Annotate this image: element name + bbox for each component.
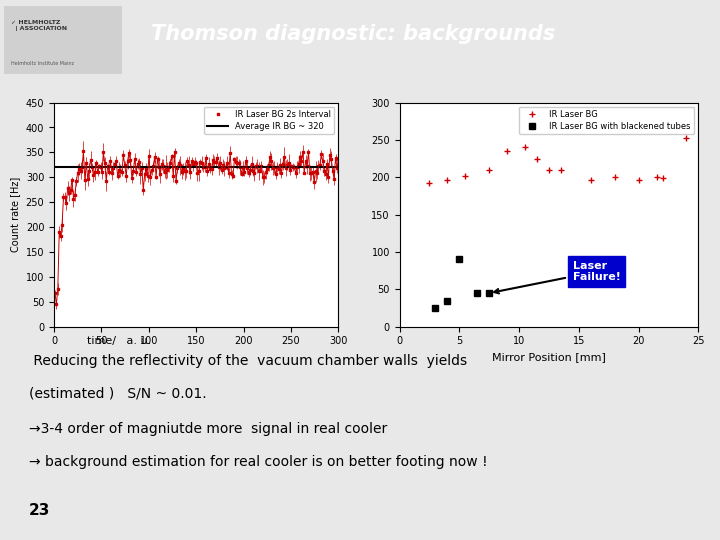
IR Laser BG [611,173,619,180]
IR Laser BG 2s Interval [312,170,321,176]
IR Laser BG 2s Interval [129,167,138,174]
IR Laser BG 2s Interval [69,195,78,202]
Average IR BG ~ 320 [50,164,59,171]
IR Laser BG [557,166,565,173]
IR Laser BG [652,174,661,180]
IR Laser BG [682,135,690,141]
IR Laser BG [533,156,541,162]
Text: Reducing the reflectivity of the  vacuum chamber walls  yields: Reducing the reflectivity of the vacuum … [29,354,467,368]
IR Laser BG [485,166,494,173]
IR Laser BG [521,144,529,151]
IR Laser BG [425,179,433,186]
Text: (estimated )   S/N ~ 0.01.: (estimated ) S/N ~ 0.01. [29,386,207,400]
IR Laser BG [658,175,667,181]
IR Laser BG 2s Interval [334,156,343,162]
IR Laser BG with blackened tubes [473,290,482,296]
IR Laser BG 2s Interval [63,185,72,191]
IR Laser BG 2s Interval [52,301,60,307]
Legend: IR Laser BG, IR Laser BG with blackened tubes: IR Laser BG, IR Laser BG with blackened … [518,107,694,134]
IR Laser BG 2s Interval [50,289,59,296]
Bar [4,6,122,73]
Line: IR Laser BG with blackened tubes: IR Laser BG with blackened tubes [433,256,492,311]
IR Laser BG [587,176,595,183]
IR Laser BG [545,166,554,173]
Text: time/   a. u.: time/ a. u. [86,336,151,346]
IR Laser BG with blackened tubes [455,256,464,262]
Text: 23: 23 [29,503,50,518]
Average IR BG ~ 320 [50,164,58,171]
IR Laser BG 2s Interval [106,158,114,165]
IR Laser BG with blackened tubes [431,305,440,311]
Line: IR Laser BG: IR Laser BG [426,135,690,186]
Legend: IR Laser BG 2s Interval, Average IR BG ~ 320: IR Laser BG 2s Interval, Average IR BG ~… [204,107,334,134]
Text: ✓ HELMHOLTZ
  | ASSOCIATION: ✓ HELMHOLTZ | ASSOCIATION [11,20,67,31]
IR Laser BG [443,176,451,183]
IR Laser BG 2s Interval [79,148,88,154]
IR Laser BG [634,176,643,183]
IR Laser BG [503,148,511,154]
IR Laser BG 2s Interval [323,161,331,167]
X-axis label: Mirror Position [mm]: Mirror Position [mm] [492,352,606,362]
IR Laser BG with blackened tubes [443,298,451,304]
Y-axis label: Count rate [Hz]: Count rate [Hz] [10,177,20,252]
Line: IR Laser BG 2s Interval: IR Laser BG 2s Interval [54,150,339,305]
Text: → background estimation for real cooler is on better footing now !: → background estimation for real cooler … [29,455,487,469]
Text: Helmholtz Institute Mainz: Helmholtz Institute Mainz [11,60,74,65]
IR Laser BG [461,173,469,179]
Text: Thomson diagnostic: backgrounds: Thomson diagnostic: backgrounds [151,24,555,44]
IR Laser BG with blackened tubes [485,290,494,296]
Text: →3-4 order of magniutde more  signal in real cooler: →3-4 order of magniutde more signal in r… [29,422,387,436]
Text: Laser
Failure!: Laser Failure! [494,261,621,293]
